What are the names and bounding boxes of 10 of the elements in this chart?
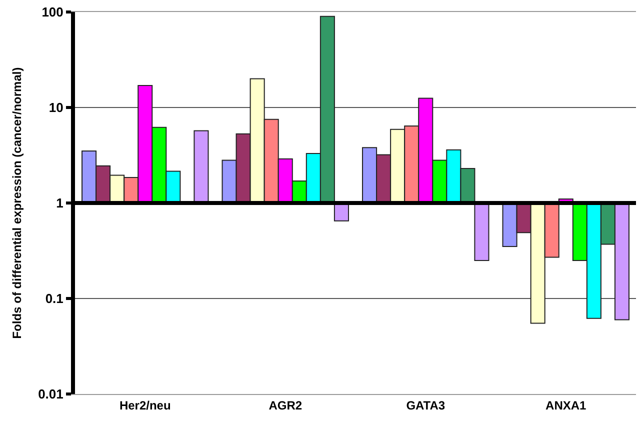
y-axis-title: Folds of differential expression (cancer/normal) <box>10 67 24 339</box>
x-tick-label: Her2/neu <box>119 398 171 412</box>
y-tick-label: 100 <box>42 4 64 20</box>
x-tick-label: GATA3 <box>406 398 446 412</box>
y-tick-label: 1 <box>56 196 64 211</box>
y-tick-label: 0.01 <box>38 386 64 402</box>
x-tick-label: ANXA1 <box>546 398 587 412</box>
y-tick-label: 0.1 <box>45 291 64 306</box>
y-tick-label: 10 <box>48 100 64 116</box>
x-tick-label: AGR2 <box>268 398 302 412</box>
